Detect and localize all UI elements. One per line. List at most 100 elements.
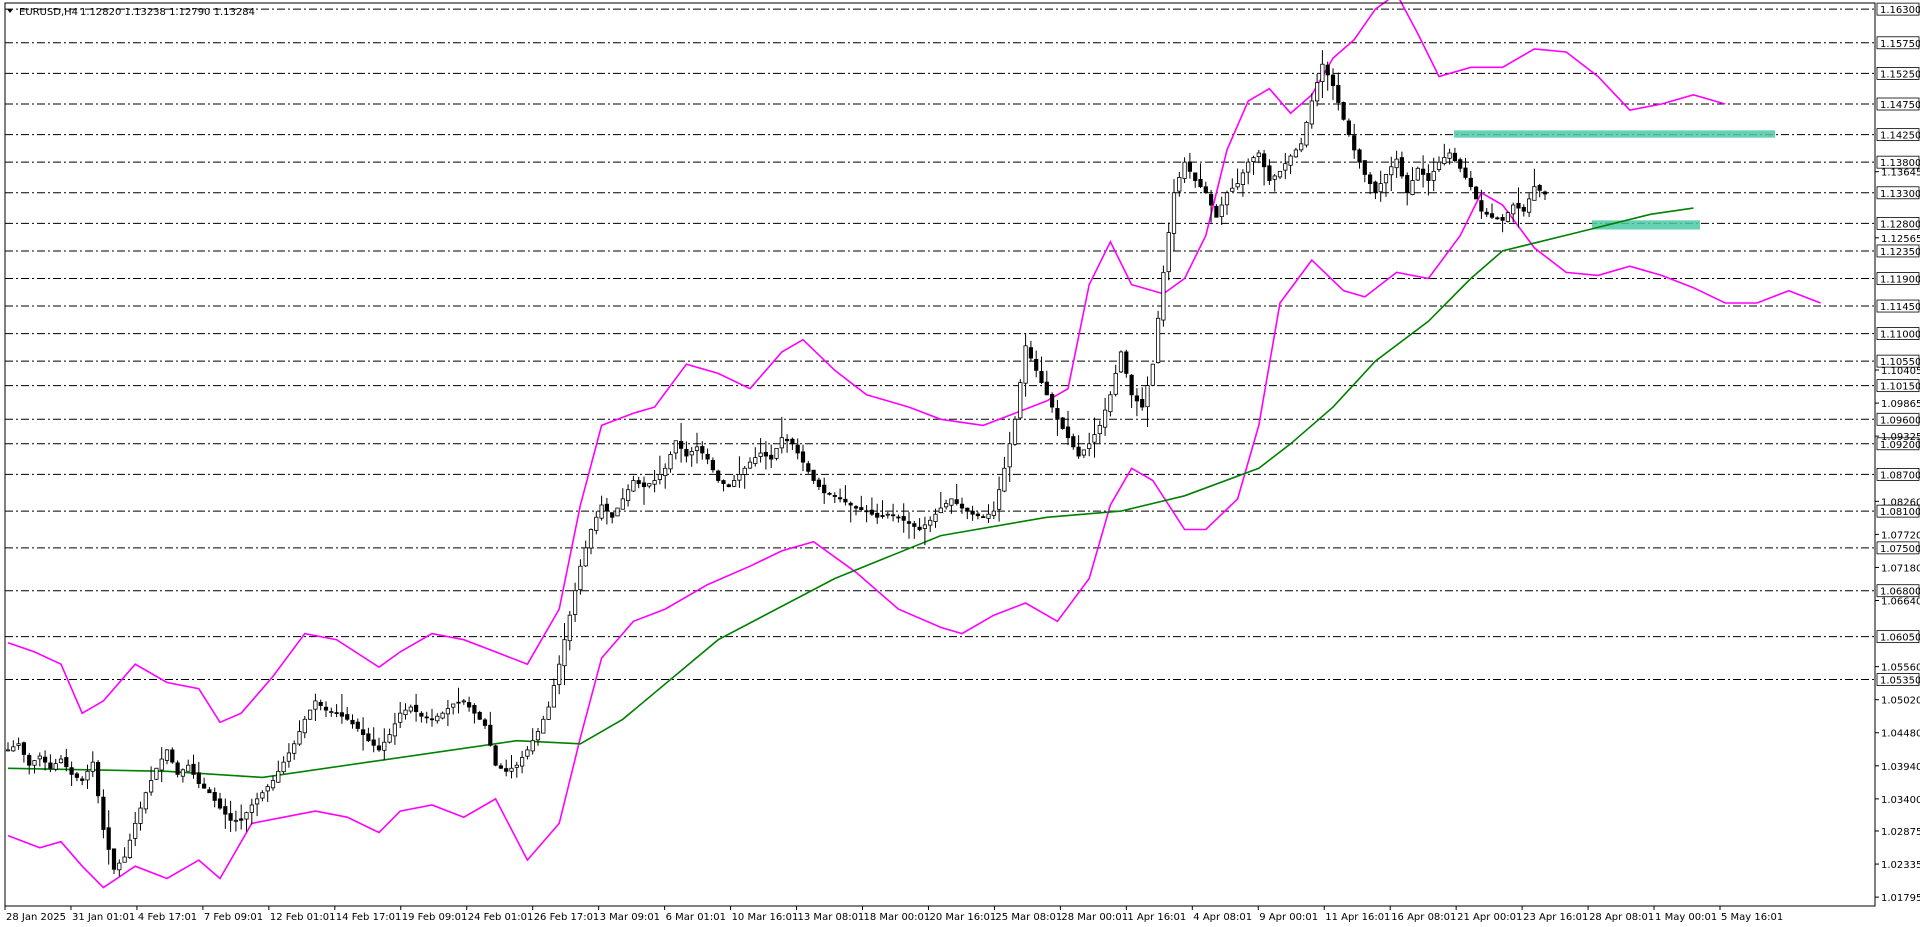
candle-body [1277,170,1283,178]
candle-body [838,497,843,500]
candle-body [705,453,710,460]
candle-body [212,791,217,801]
bollinger-bands [7,0,1821,889]
candle-body [1511,204,1516,215]
price-level-label: 1.10550 [1880,357,1920,368]
candle-body [1309,100,1314,125]
candle-body [472,704,477,714]
candle-body [334,712,339,715]
candle-body [1373,181,1378,194]
price-level-box [1876,186,1920,200]
zones [1454,130,1775,230]
candle-body [223,806,228,815]
candle-body [1505,212,1510,222]
price-level-box [1876,630,1920,644]
candle-body [504,768,509,772]
candle-body [339,712,345,717]
candle-body [721,480,726,484]
candle-body [307,709,313,720]
candle-body [1474,186,1479,200]
candle-body [546,706,551,720]
x-tick-label: 28 Apr 08:01 [1589,912,1654,923]
candle-body [631,480,636,492]
candle-body [1081,449,1086,456]
candle-body [1007,443,1012,468]
price-level-box [1876,272,1920,285]
candle-body [1383,174,1389,184]
candle-body [1039,371,1044,383]
y-tick-label: 1.02875 [1881,827,1920,838]
candle-body [170,749,175,763]
candle-body [1187,161,1192,172]
candle-body [891,514,896,517]
candle-body [737,473,742,481]
candle-body [588,529,594,549]
x-tick-label: 5 May 16:01 [1721,912,1783,923]
candle-body [318,701,323,706]
candle-body [429,718,435,721]
candle-body [265,786,270,792]
candle-body [567,614,572,642]
candle-body [286,752,292,762]
candle-body [1368,174,1373,184]
candle-body [191,763,196,775]
price-level-label: 1.11900 [1880,274,1920,285]
candle-body [758,452,763,457]
candle-body [1224,192,1230,206]
candle-body [64,757,69,768]
x-tick-label: 28 Mar 00:01 [1061,912,1128,923]
candle-body [154,767,159,780]
price-level-label: 1.12350 [1880,247,1920,258]
candle-body [689,451,694,456]
support-resistance-zone [1454,130,1775,138]
price-level-box [1876,541,1920,555]
candle-body [1214,205,1219,218]
x-tick-label: 13 Mar 08:01 [798,912,865,923]
price-level-label: 1.15750 [1880,39,1920,50]
candle-body [959,503,965,509]
candle-body [912,523,917,527]
candle-body [413,704,419,713]
candle-body [975,513,981,517]
candle-body [43,756,48,763]
price-level-box [1876,155,1920,169]
candle-body [557,663,562,685]
price-level-label: 1.10150 [1880,382,1920,393]
candle-body [1293,149,1298,158]
candle-body [1352,135,1357,151]
candle-body [885,513,890,516]
y-tick-label: 1.01795 [1881,893,1920,904]
candle-body [5,749,11,752]
time-axis: 28 Jan 2025 31 Jan 01:01 4 Feb 17:01 7 Feb … [4,906,1783,923]
candle-body [1230,187,1235,192]
x-tick-label: 19 Feb 09:01 [402,912,468,923]
menu-triangle-icon[interactable] [7,9,13,13]
candle-body [1235,183,1240,188]
candle-body [785,438,790,442]
candle-body [1431,170,1436,181]
candle-body [1262,153,1267,168]
candle-body [1177,177,1182,192]
candle-body [1299,143,1304,151]
x-tick-label: 20 Mar 16:01 [929,912,996,923]
candle-body [742,467,747,475]
candle-body [1028,347,1033,359]
price-level-label: 1.15250 [1880,69,1920,80]
price-level-box [1876,299,1920,313]
y-tick-label: 1.07720 [1881,530,1920,541]
candle-body [1124,351,1129,374]
bollinger-upper-line [7,0,1726,724]
candle-body [233,819,238,822]
candle-body [822,484,827,494]
candle-body [371,739,376,746]
candle-body [806,463,811,472]
x-tick-label: 4 Apr 08:01 [1193,912,1252,923]
candle-body [843,498,848,503]
candle-body [1315,82,1320,102]
candle-body [493,745,498,766]
price-level-box [1876,327,1920,340]
x-tick-label: 24 Feb 01:01 [468,912,534,923]
y-tick-label: 1.09865 [1881,399,1920,410]
